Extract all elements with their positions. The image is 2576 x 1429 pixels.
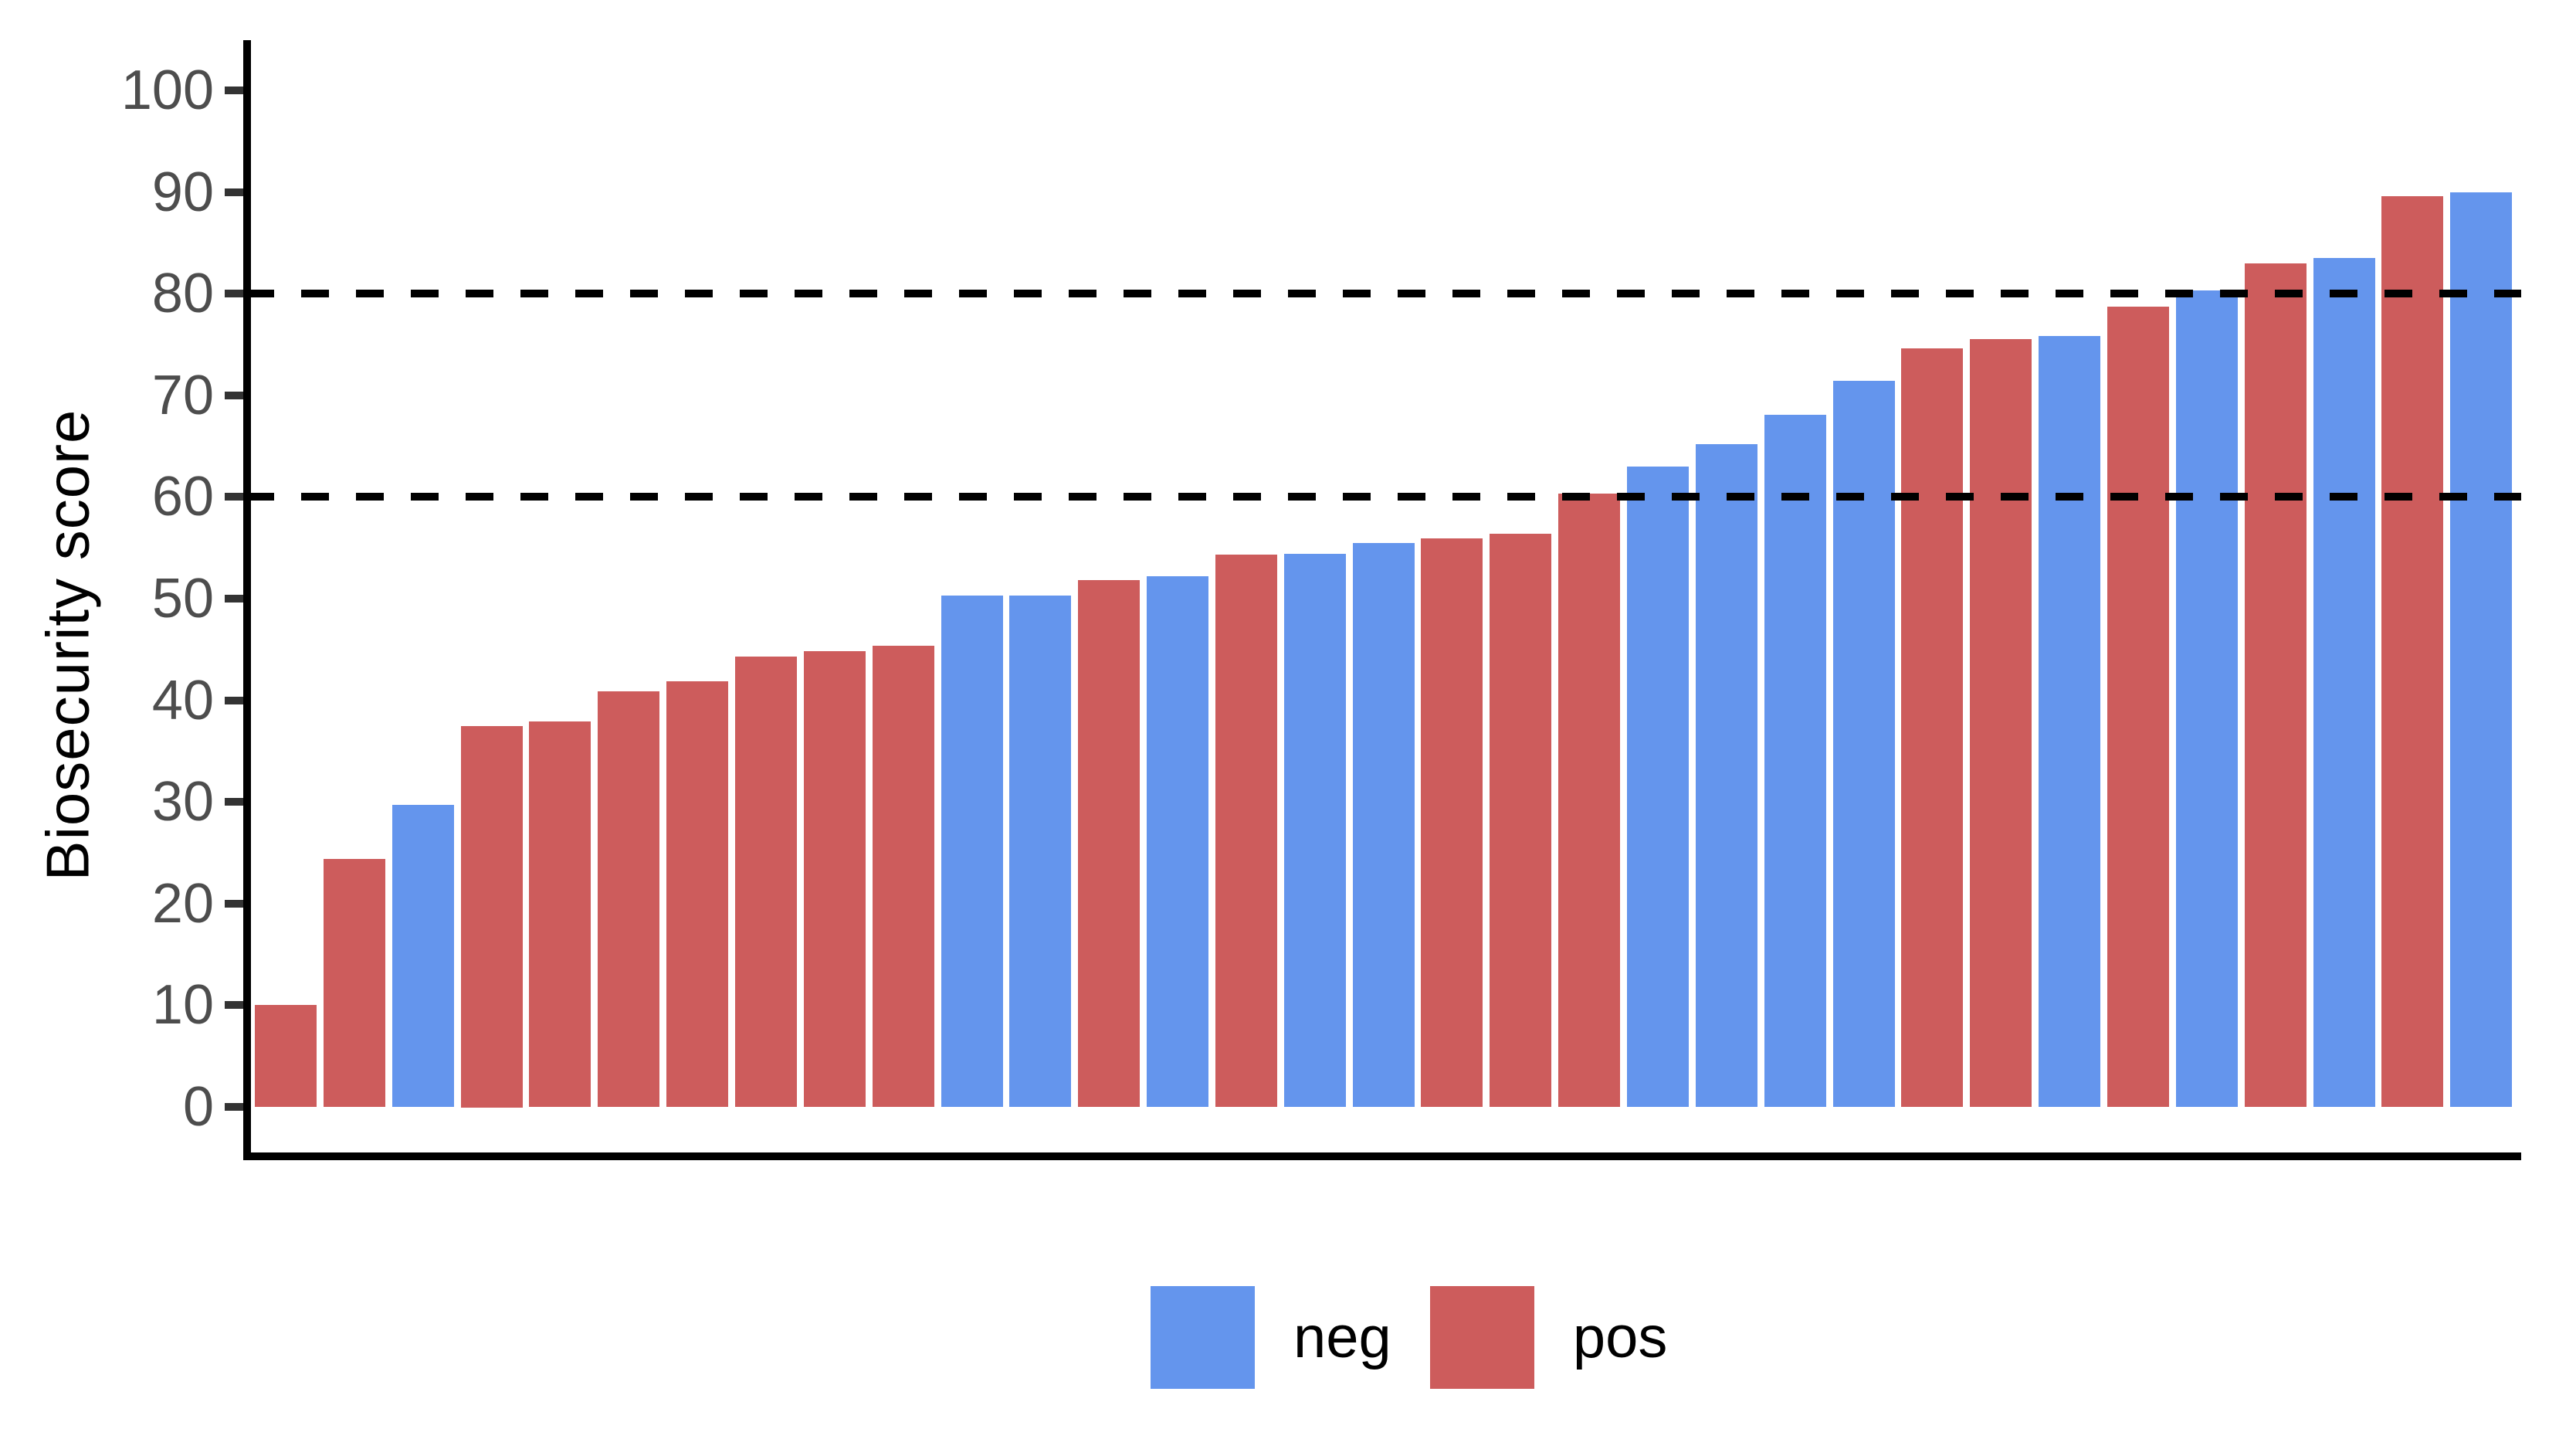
y-tick-mark-80: [225, 290, 243, 298]
y-tick-label-0: 0: [182, 1076, 214, 1138]
bar-9-pos: [804, 651, 866, 1107]
bar-25-pos: [1901, 348, 1963, 1107]
bar-8-pos: [735, 657, 797, 1107]
y-tick-label-30: 30: [151, 771, 214, 833]
bar-4-pos: [461, 726, 523, 1108]
legend-swatch-pos: [1429, 1286, 1534, 1389]
bar-30-pos: [2245, 263, 2307, 1107]
bar-23-neg: [1764, 415, 1826, 1107]
legend-label-pos: pos: [1572, 1304, 1668, 1370]
bar-10-pos: [873, 646, 934, 1107]
bar-5-pos: [529, 721, 591, 1107]
bar-24-neg: [1833, 381, 1895, 1107]
bar-14-neg: [1147, 576, 1208, 1107]
bar-12-neg: [1009, 596, 1071, 1107]
bar-22-neg: [1696, 444, 1757, 1107]
bar-33-neg: [2450, 192, 2512, 1107]
y-tick-label-70: 70: [151, 364, 214, 426]
bar-2-pos: [324, 859, 385, 1107]
bar-15-pos: [1215, 555, 1277, 1107]
y-tick-label-90: 90: [151, 161, 214, 223]
legend-label-neg: neg: [1293, 1304, 1391, 1370]
bar-3-neg: [392, 805, 454, 1107]
y-tick-label-60: 60: [151, 466, 214, 528]
y-tick-mark-30: [225, 798, 243, 806]
y-tick-mark-70: [225, 391, 243, 399]
bar-27-neg: [2039, 336, 2100, 1107]
y-tick-mark-20: [225, 899, 243, 908]
bar-16-neg: [1284, 554, 1346, 1107]
bar-19-pos: [1490, 534, 1551, 1107]
y-tick-mark-50: [225, 595, 243, 602]
bar-6-pos: [598, 691, 659, 1107]
bar-1-pos: [255, 1005, 317, 1107]
threshold-line-60: [246, 493, 2521, 501]
bar-29-neg: [2176, 290, 2238, 1107]
bar-31-neg: [2313, 258, 2375, 1107]
y-tick-mark-100: [225, 87, 243, 94]
y-axis-line: [243, 40, 251, 1160]
legend-item-neg: neg: [1151, 1286, 1391, 1389]
bar-26-pos: [1970, 339, 2032, 1107]
legend: neg pos: [1151, 1286, 1667, 1389]
bar-11-neg: [941, 596, 1003, 1107]
bar-21-neg: [1627, 467, 1689, 1107]
bar-20-pos: [1558, 494, 1620, 1107]
bar-17-neg: [1353, 543, 1415, 1107]
y-tick-label-40: 40: [151, 669, 214, 731]
bar-18-pos: [1421, 538, 1483, 1107]
y-tick-label-20: 20: [151, 872, 214, 935]
y-tick-mark-0: [225, 1103, 243, 1111]
bar-13-pos: [1078, 580, 1140, 1107]
y-tick-mark-40: [225, 696, 243, 704]
legend-item-pos: pos: [1429, 1286, 1668, 1389]
y-tick-label-50: 50: [151, 568, 214, 630]
y-tick-label-10: 10: [151, 974, 214, 1037]
bar-32-pos: [2381, 196, 2443, 1107]
y-tick-label-80: 80: [151, 263, 214, 325]
y-tick-mark-10: [225, 1001, 243, 1010]
threshold-line-80: [246, 290, 2521, 298]
bar-28-pos: [2107, 307, 2169, 1107]
legend-swatch-neg: [1151, 1286, 1255, 1389]
x-axis-line: [243, 1152, 2521, 1160]
y-tick-label-100: 100: [120, 59, 214, 121]
y-tick-mark-90: [225, 188, 243, 196]
y-tick-mark-60: [225, 493, 243, 501]
bar-7-pos: [666, 681, 728, 1107]
